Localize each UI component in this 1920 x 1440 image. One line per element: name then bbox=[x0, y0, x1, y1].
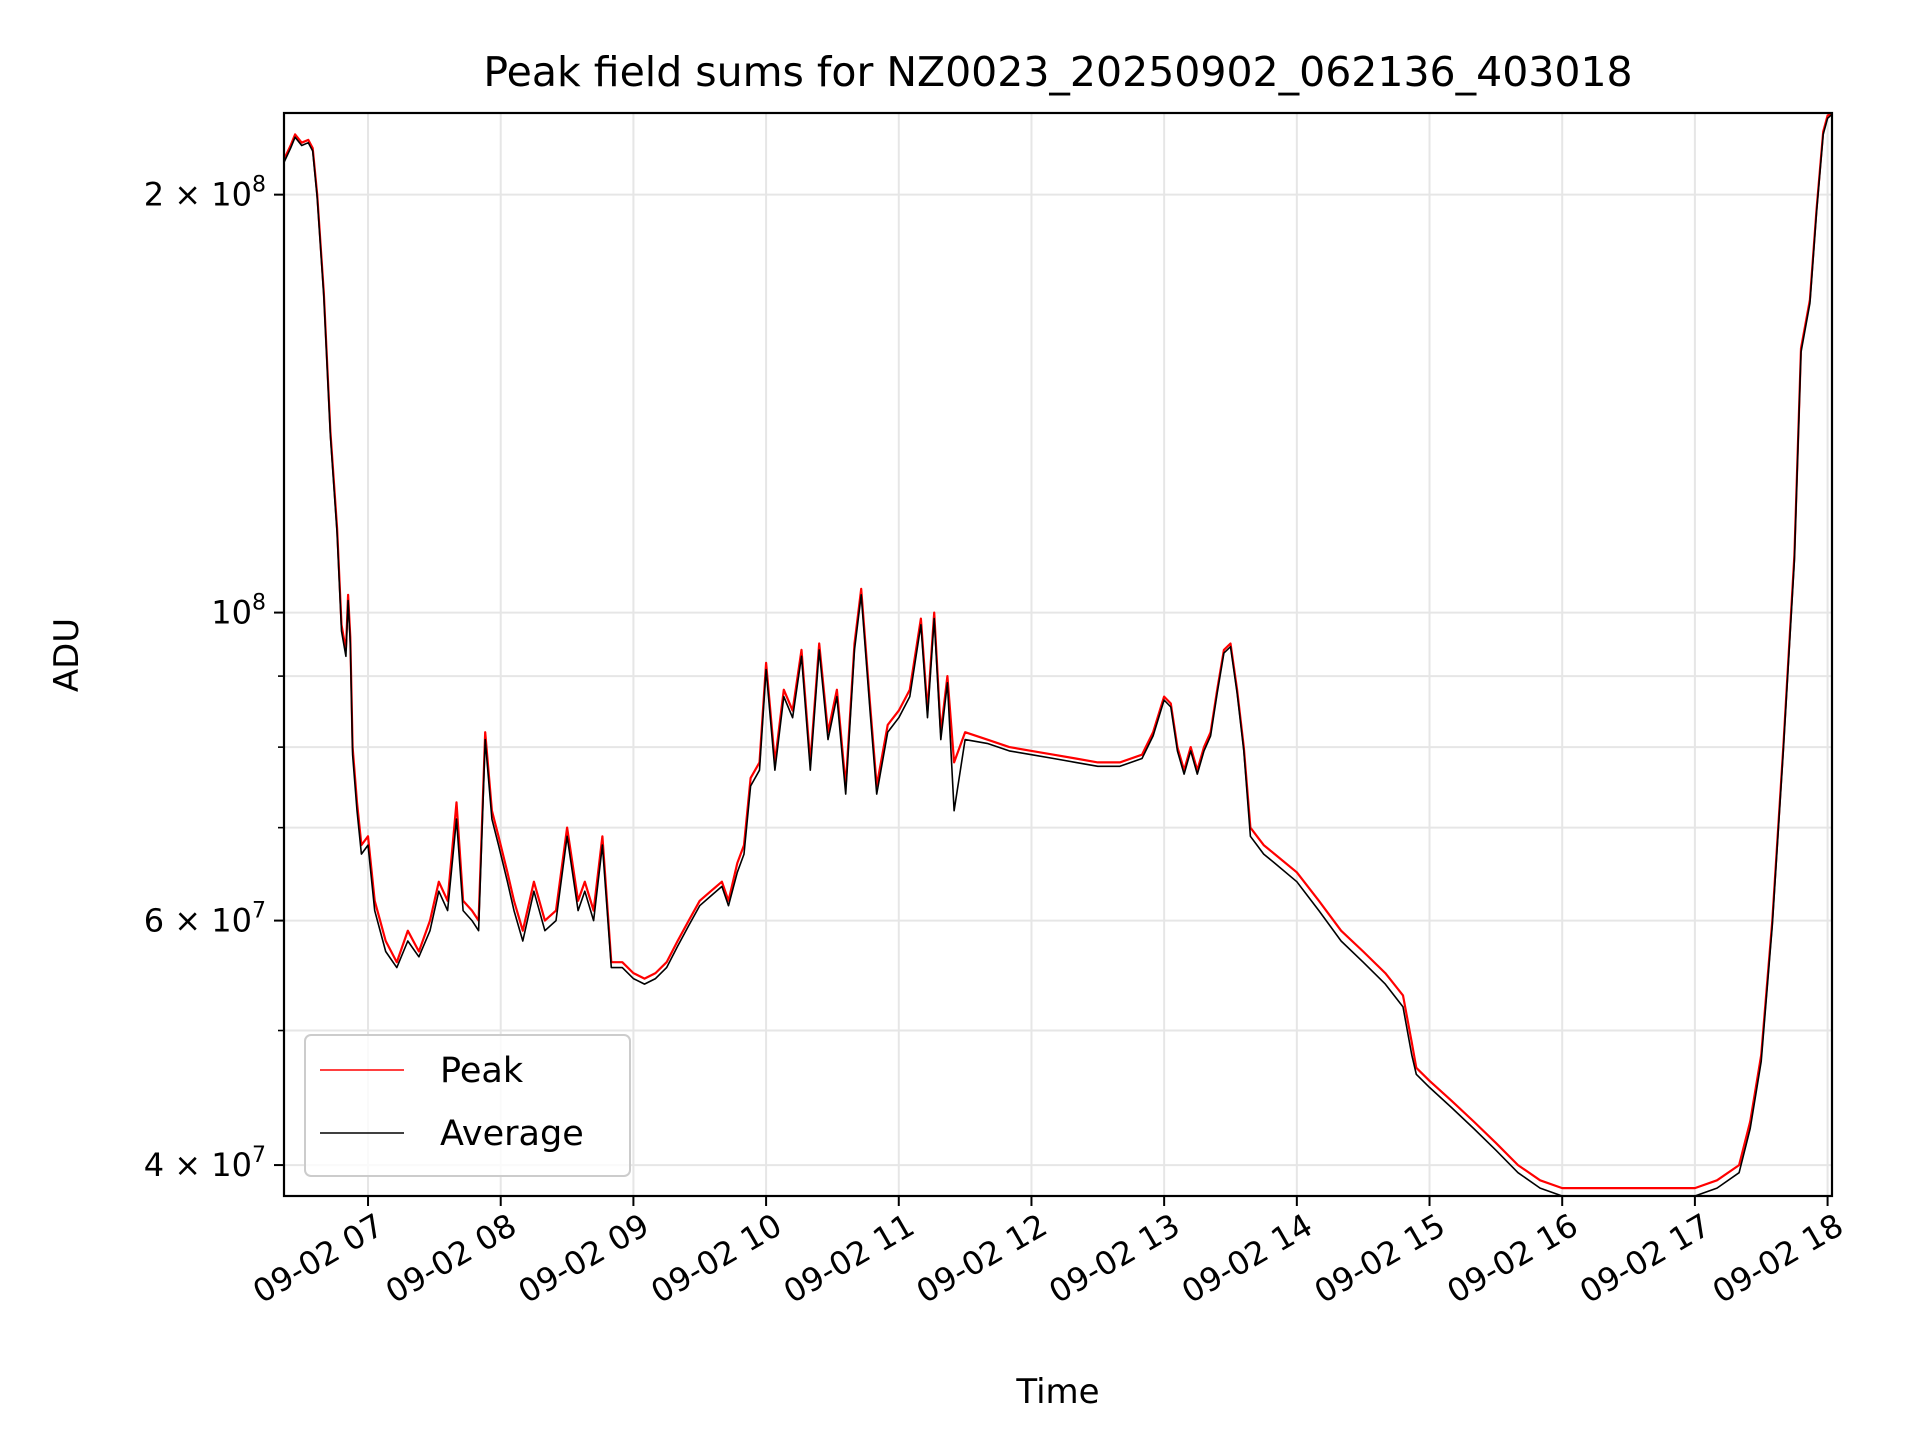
legend: Peak Average bbox=[304, 1034, 631, 1177]
x-axis-label: Time bbox=[1015, 1372, 1099, 1412]
y-tick-base: 6 × 10 bbox=[144, 902, 252, 940]
series-line-average bbox=[283, 113, 1833, 1197]
y-tick-exponent: 8 bbox=[252, 173, 266, 198]
y-tick-base: 4 × 10 bbox=[144, 1146, 252, 1184]
plot-frame bbox=[282, 111, 1834, 1198]
plot-area bbox=[283, 112, 1833, 1197]
y-tick-label: 6 × 107 bbox=[144, 899, 266, 940]
y-tick-base: 2 × 10 bbox=[144, 176, 252, 214]
y-tick-exponent: 8 bbox=[252, 591, 266, 616]
grid bbox=[284, 113, 1832, 1196]
y-tick-exponent: 7 bbox=[252, 899, 266, 924]
y-axis-label: ADU bbox=[47, 618, 87, 692]
y-tick-exponent: 7 bbox=[252, 1143, 266, 1168]
chart-title: Peak field sums for NZ0023_20250902_0621… bbox=[483, 48, 1632, 96]
legend-label-average: Average bbox=[440, 1114, 584, 1154]
legend-label-peak: Peak bbox=[440, 1051, 524, 1091]
y-tick-label: 4 × 107 bbox=[144, 1143, 266, 1184]
y-tick-label: 2 × 108 bbox=[144, 173, 266, 214]
y-tick-label: 108 bbox=[211, 591, 266, 632]
y-tick-base: 10 bbox=[211, 594, 252, 632]
